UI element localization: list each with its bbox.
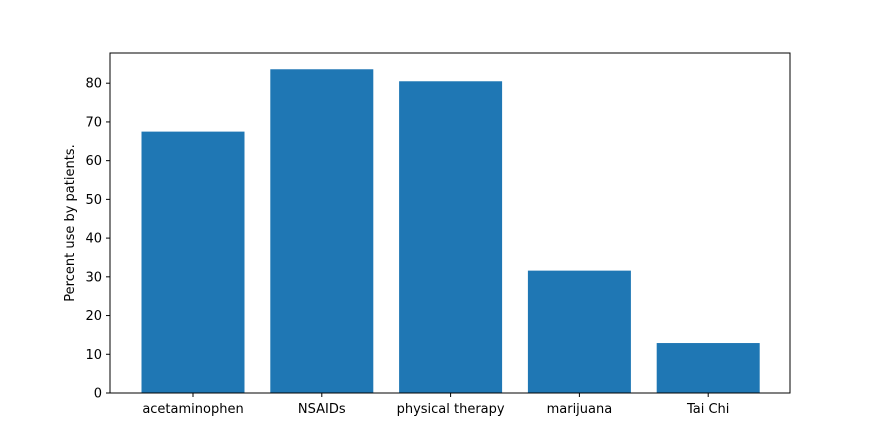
bar-tai-chi <box>656 343 760 393</box>
x-tick-label: Tai Chi <box>686 402 729 417</box>
y-tick-label: 10 <box>85 348 102 363</box>
x-axis: acetaminophen NSAIDs physical therapy marij… <box>142 393 729 417</box>
y-axis-label: Percent use by patients. <box>63 144 78 301</box>
y-tick-label: 20 <box>85 309 102 324</box>
y-tick-label: 70 <box>85 115 102 130</box>
x-tick-label: acetaminophen <box>142 402 243 417</box>
y-axis: 0 10 20 30 40 50 60 70 80 <box>85 77 110 402</box>
bar-acetaminophen <box>141 131 245 393</box>
y-tick-label: 50 <box>85 193 102 208</box>
y-tick-label: 80 <box>85 77 102 92</box>
x-tick-label: marijuana <box>547 402 613 417</box>
bar-nsaids <box>270 69 374 394</box>
y-tick-label: 30 <box>85 270 102 285</box>
x-tick-label: NSAIDs <box>298 402 346 417</box>
y-tick-label: 0 <box>94 387 102 402</box>
y-tick-label: 60 <box>85 154 102 169</box>
bars-group <box>141 69 760 394</box>
plot-frame <box>109 52 791 394</box>
x-tick-label: physical therapy <box>397 402 505 417</box>
bar-physical-therapy <box>399 81 503 393</box>
y-tick-label: 40 <box>85 232 102 247</box>
bar-marijuana <box>527 270 631 393</box>
